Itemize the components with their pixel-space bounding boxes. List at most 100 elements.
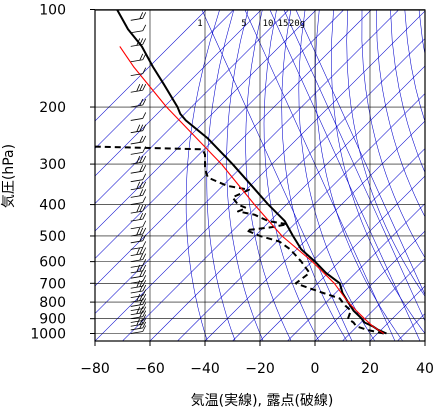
wind-barb: [130, 146, 147, 155]
wind-barb-flag: [136, 293, 141, 302]
wind-barb: [130, 302, 147, 312]
wind-barb-flag: [142, 67, 147, 74]
y-tick-label: 300: [39, 157, 66, 173]
isotherm-line: [424, 340, 425, 341]
wind-barb-staff: [130, 73, 143, 77]
wind-barb: [130, 38, 147, 47]
wind-barb-flag: [142, 135, 147, 143]
wind-barb-staff: [130, 259, 143, 263]
series-group: [95, 10, 387, 335]
isotherm-line: [95, 10, 207, 122]
wind-barb: [130, 135, 147, 145]
wind-barb: [130, 220, 147, 230]
y-tick-label: 100: [39, 3, 66, 19]
wind-barb-staff: [130, 304, 143, 307]
wind-barb-flag: [136, 38, 141, 46]
wind-barb-flag: [142, 241, 147, 248]
wind-barb-flag: [142, 227, 147, 235]
wind-barb-flag: [136, 306, 141, 314]
wind-barb-staff: [130, 331, 143, 334]
wind-barb-staff: [130, 327, 143, 331]
wind-barb: [130, 84, 147, 93]
wind-barb-staff: [130, 194, 143, 198]
wind-barb-flag: [143, 2, 146, 8]
wind-barb-flag: [136, 280, 141, 288]
wind-barb: [130, 196, 147, 205]
isotherm-line: [95, 10, 234, 149]
wind-barb: [130, 67, 147, 77]
mixing-ratio-label: 20g: [289, 19, 305, 29]
dry-adiabat-line: [245, 10, 292, 341]
wind-barb-flag: [142, 196, 147, 203]
wind-barb-flag: [142, 173, 147, 180]
wind-barb-flag: [136, 227, 141, 236]
wind-barb-flag: [136, 318, 141, 326]
x-tick-label: −80: [80, 361, 110, 377]
wind-barb: [130, 293, 147, 303]
wind-barb-flag: [142, 12, 147, 19]
x-tick-label: 0: [311, 361, 320, 377]
isotherm-line: [314, 230, 425, 341]
y-tick-label: 600: [39, 255, 66, 271]
wind-barb-flag: [142, 321, 147, 329]
y-tick-label: 500: [39, 229, 66, 245]
wind-barb-flag: [140, 2, 143, 9]
wind-barb-flag: [137, 2, 140, 9]
wind-barb: [130, 227, 147, 237]
parcel-line: [119, 46, 385, 334]
isotherm-line: [95, 10, 289, 204]
wind-barb-staff: [130, 280, 143, 284]
wind-barb: [130, 155, 147, 165]
y-tick-label: 900: [39, 312, 66, 328]
isotherm-line: [95, 10, 399, 314]
wind-barb: [130, 204, 147, 214]
wind-barb: [130, 12, 147, 21]
wind-barb: [130, 241, 147, 250]
wind-barb-flag: [142, 314, 147, 321]
wind-barb-flag: [139, 12, 144, 19]
x-tick-label: −40: [190, 361, 220, 377]
wind-barb-flag: [142, 284, 147, 292]
wind-barb-staff: [130, 290, 143, 294]
wind-barb-flag: [142, 234, 147, 242]
dry-adiabat-line: [206, 10, 236, 341]
isotherm-line: [342, 258, 425, 341]
wind-barb-flag: [142, 124, 147, 131]
wind-barb-staff: [130, 320, 143, 323]
mixing-ratio-label: 10: [263, 19, 274, 29]
mixing-ratio-label: 1: [197, 19, 202, 29]
y-tick-label: 1000: [30, 327, 66, 343]
y-tick-label: 200: [39, 100, 66, 116]
wind-barb-flag: [139, 310, 144, 318]
x-tick-label: −60: [135, 361, 165, 377]
dewpoint-line: [95, 145, 385, 335]
wind-barb: [130, 314, 147, 323]
temperature-line: [116, 10, 387, 335]
wind-barb: [130, 112, 147, 121]
wind-barb-staff: [130, 275, 143, 279]
isotherm-line: [95, 10, 317, 232]
mixing-ratio-line: [269, 10, 421, 341]
wind-barb: [130, 98, 147, 108]
wind-barb-flag: [139, 264, 144, 272]
wind-barb-flag: [142, 259, 147, 266]
wind-barb-flag: [139, 234, 144, 242]
wind-barb-flag: [139, 306, 144, 314]
dry-adiabat-line: [390, 10, 425, 174]
isotherm-line: [259, 175, 425, 341]
wind-barb-flag: [142, 275, 147, 282]
wind-barb-flag: [142, 280, 147, 287]
wind-barb-flag: [136, 181, 141, 189]
wind-barb-flag: [142, 318, 147, 325]
dry-adiabat-line: [361, 10, 425, 259]
wind-barb-staff: [130, 118, 143, 121]
wind-barb-flag: [139, 53, 144, 61]
wind-barb: [130, 253, 147, 263]
wind-barb-flag: [139, 38, 144, 46]
wind-barb-flag: [142, 289, 147, 296]
wind-barb: [130, 318, 147, 327]
wind-barb-flag: [142, 302, 147, 309]
wind-barb-flag: [142, 247, 147, 254]
wind-barb-flag: [142, 38, 147, 45]
wind-barb-staff: [130, 218, 143, 222]
